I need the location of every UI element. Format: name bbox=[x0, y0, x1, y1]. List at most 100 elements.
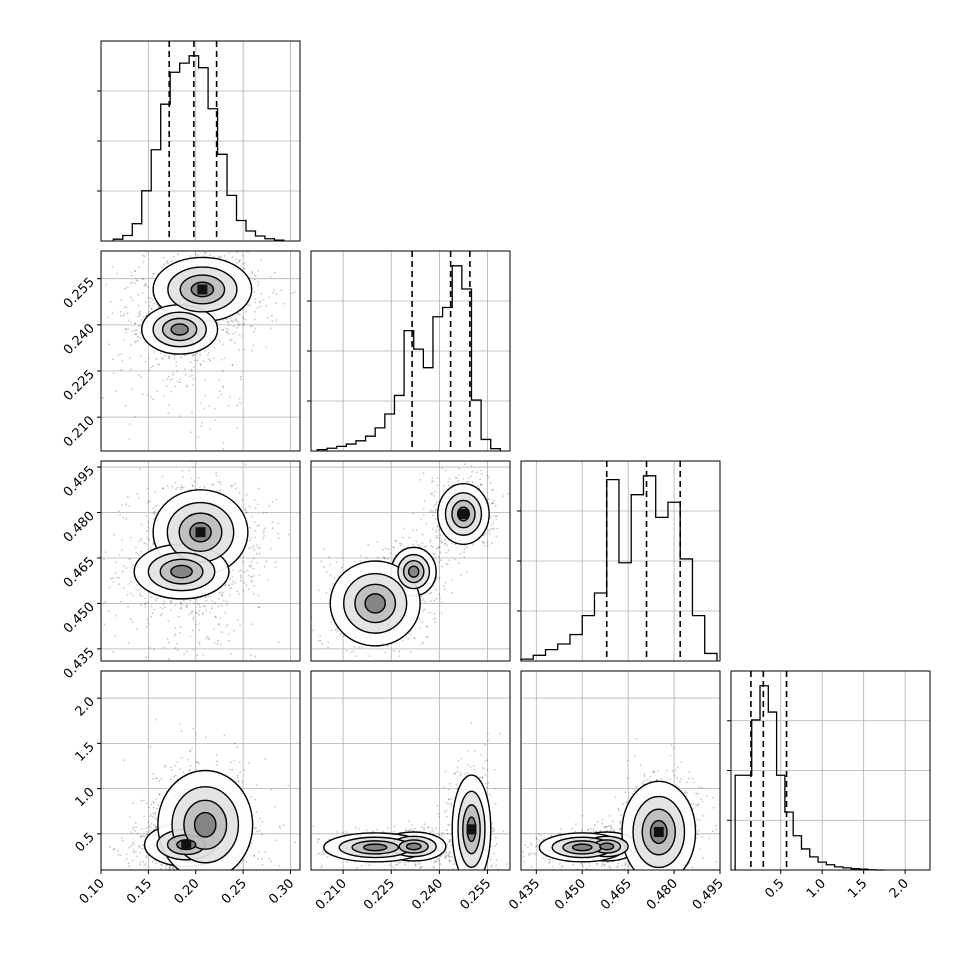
scatter-point bbox=[236, 327, 238, 329]
scatter-point bbox=[139, 332, 141, 334]
scatter-point bbox=[229, 252, 231, 254]
scatter-point bbox=[131, 275, 133, 277]
scatter-point bbox=[298, 607, 300, 609]
scatter-point bbox=[211, 484, 213, 486]
scatter-point bbox=[198, 610, 200, 612]
scatter-point bbox=[138, 266, 140, 268]
scatter-point bbox=[171, 260, 173, 262]
scatter-point bbox=[210, 876, 212, 878]
scatter-point bbox=[481, 541, 483, 543]
scatter-point bbox=[179, 379, 181, 381]
scatter-point bbox=[196, 353, 198, 355]
scatter-point bbox=[489, 533, 491, 535]
scatter-point bbox=[175, 604, 177, 606]
scatter-point bbox=[211, 608, 213, 610]
contour-level bbox=[171, 324, 188, 335]
scatter-point bbox=[236, 251, 238, 253]
scatter-point bbox=[240, 376, 242, 378]
scatter-point bbox=[271, 315, 273, 317]
scatter-point bbox=[192, 611, 194, 613]
scatter-point bbox=[420, 519, 422, 521]
scatter-point bbox=[493, 500, 495, 502]
scatter-point bbox=[162, 476, 164, 478]
scatter-point bbox=[435, 537, 437, 539]
scatter-point bbox=[407, 638, 409, 640]
scatter-point bbox=[115, 390, 117, 392]
scatter-point bbox=[145, 284, 147, 286]
scatter-point bbox=[250, 581, 252, 583]
scatter-point bbox=[491, 489, 493, 491]
scatter-point bbox=[230, 872, 232, 874]
scatter-point bbox=[412, 544, 414, 546]
scatter-point bbox=[174, 355, 176, 357]
scatter-point bbox=[168, 642, 170, 644]
scatter-point bbox=[320, 561, 322, 563]
contour-level bbox=[409, 566, 419, 577]
scatter-point bbox=[430, 493, 432, 495]
scatter-point bbox=[236, 590, 238, 592]
scatter-point bbox=[143, 865, 145, 867]
scatter-point bbox=[161, 357, 163, 359]
scatter-point bbox=[254, 311, 256, 313]
scatter-point bbox=[137, 340, 139, 342]
scatter-point bbox=[145, 301, 147, 303]
scatter-point bbox=[240, 378, 242, 380]
scatter-point bbox=[161, 613, 163, 615]
scatter-point bbox=[223, 343, 225, 345]
scatter-point bbox=[145, 606, 147, 608]
scatter-point bbox=[436, 598, 438, 600]
scatter-point bbox=[248, 565, 250, 567]
scatter-point bbox=[237, 405, 239, 407]
scatter-point bbox=[432, 477, 434, 479]
scatter-point bbox=[291, 292, 293, 294]
scatter-point bbox=[214, 408, 216, 410]
scatter-point bbox=[261, 834, 263, 836]
scatter-point bbox=[419, 618, 421, 620]
scatter-point bbox=[224, 612, 226, 614]
scatter-point bbox=[265, 346, 267, 348]
scatter-point bbox=[479, 478, 481, 480]
scatter-point bbox=[174, 765, 176, 767]
scatter-point bbox=[199, 606, 201, 608]
scatter-point bbox=[426, 636, 428, 638]
scatter-point bbox=[255, 888, 257, 890]
scatter-point bbox=[253, 549, 255, 551]
scatter-point bbox=[219, 257, 221, 259]
scatter-point bbox=[198, 248, 200, 250]
scatter-point bbox=[367, 544, 369, 546]
scatter-point bbox=[197, 654, 199, 656]
scatter-point bbox=[455, 477, 457, 479]
scatter-point bbox=[273, 289, 275, 291]
scatter-point bbox=[224, 255, 226, 257]
scatter-point bbox=[155, 862, 157, 864]
scatter-point bbox=[112, 313, 114, 315]
scatter-point bbox=[95, 603, 97, 605]
scatter-point bbox=[257, 547, 259, 549]
scatter-point bbox=[258, 606, 260, 608]
scatter-point bbox=[193, 649, 195, 651]
scatter-point bbox=[179, 632, 181, 634]
scatter-point bbox=[122, 571, 124, 573]
scatter-point bbox=[147, 538, 149, 540]
scatter-point bbox=[138, 294, 140, 296]
scatter-point bbox=[130, 537, 132, 539]
scatter-point bbox=[127, 319, 129, 321]
scatter-point bbox=[147, 394, 149, 396]
scatter-point bbox=[129, 438, 131, 440]
scatter-point bbox=[141, 524, 143, 526]
scatter-point bbox=[177, 381, 179, 383]
scatter-point bbox=[145, 361, 147, 363]
scatter-point bbox=[431, 545, 433, 547]
histogram-panel-2 bbox=[307, 251, 510, 451]
scatter-point bbox=[496, 528, 498, 530]
scatter-point bbox=[127, 328, 129, 330]
scatter-point bbox=[123, 315, 125, 317]
scatter-point bbox=[163, 395, 165, 397]
scatter-point bbox=[438, 594, 440, 596]
scatter-point bbox=[271, 789, 273, 791]
scatter-point bbox=[161, 695, 163, 697]
scatter-point bbox=[263, 299, 265, 301]
scatter-point bbox=[251, 350, 253, 352]
scatter-point bbox=[148, 357, 150, 359]
scatter-point bbox=[156, 818, 158, 820]
